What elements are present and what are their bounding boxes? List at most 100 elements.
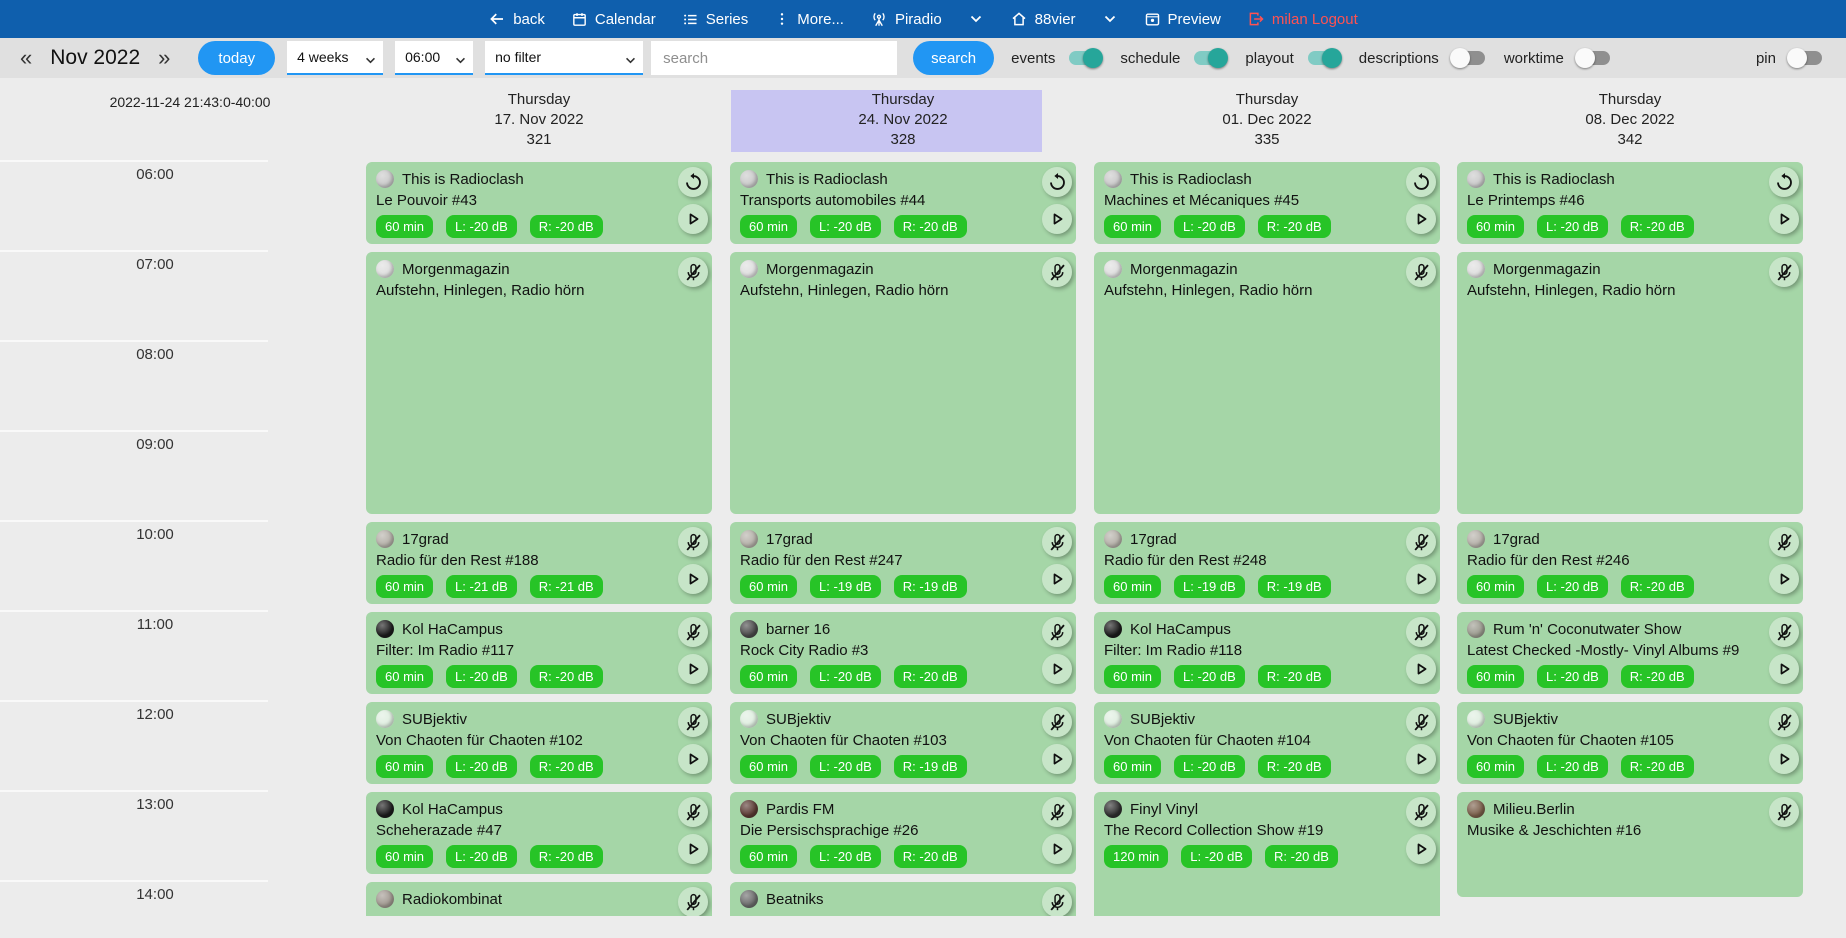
event-card[interactable]: Milieu.Berlin Musike & Jeschichten #16 (1457, 792, 1803, 897)
event-card[interactable]: 17grad Radio für den Rest #247 60 min L: … (730, 522, 1076, 604)
filter-select[interactable]: no filter (485, 41, 644, 73)
mic-off-button[interactable] (1406, 707, 1436, 737)
play-button[interactable] (1769, 204, 1799, 234)
worktime-toggle[interactable] (1574, 48, 1612, 68)
event-card[interactable]: Pardis FM Die Persischsprachige #26 60 m… (730, 792, 1076, 874)
event-card[interactable]: Kol HaCampus Filter: Im Radio #118 60 mi… (1094, 612, 1440, 694)
event-card[interactable]: Morgenmagazin Aufstehn, Hinlegen, Radio … (1457, 252, 1803, 514)
replay-button[interactable] (1769, 167, 1799, 197)
event-card[interactable]: Morgenmagazin Aufstehn, Hinlegen, Radio … (1094, 252, 1440, 514)
play-button[interactable] (1406, 654, 1436, 684)
mic-off-button[interactable] (678, 887, 708, 916)
search-input[interactable] (651, 41, 898, 75)
event-card[interactable]: Kol HaCampus Filter: Im Radio #117 60 mi… (366, 612, 712, 694)
play-button[interactable] (678, 834, 708, 864)
mic-off-button[interactable] (678, 527, 708, 557)
pin-toggle[interactable] (1787, 48, 1824, 68)
prev-period-button[interactable]: « (14, 47, 38, 69)
mic-off-button[interactable] (1042, 257, 1072, 287)
event-card[interactable]: SUBjektiv Von Chaoten für Chaoten #102 6… (366, 702, 712, 784)
day-header[interactable]: Thursday 01. Dec 2022 335 (1094, 90, 1440, 150)
play-button[interactable] (1406, 744, 1436, 774)
mic-off-button[interactable] (1769, 527, 1799, 557)
play-button[interactable] (1769, 654, 1799, 684)
mic-off-button[interactable] (1769, 617, 1799, 647)
mic-off-button[interactable] (1042, 707, 1072, 737)
station-piradio-button[interactable]: Piradio (870, 10, 942, 28)
event-card[interactable]: SUBjektiv Von Chaoten für Chaoten #103 6… (730, 702, 1076, 784)
play-button[interactable] (1042, 834, 1072, 864)
mic-off-button[interactable] (678, 617, 708, 647)
mic-off-button[interactable] (1406, 257, 1436, 287)
today-button[interactable]: today (198, 41, 276, 75)
next-period-button[interactable]: » (152, 47, 176, 69)
preview-button[interactable]: Preview (1144, 11, 1221, 28)
event-card[interactable]: This is Radioclash Le Pouvoir #43 60 min… (366, 162, 712, 244)
event-card[interactable]: Radiokombinat (366, 882, 712, 916)
search-button[interactable]: search (913, 41, 995, 75)
play-button[interactable] (678, 564, 708, 594)
event-card[interactable]: SUBjektiv Von Chaoten für Chaoten #105 6… (1457, 702, 1803, 784)
mic-off-button[interactable] (1042, 887, 1072, 916)
event-card[interactable]: This is Radioclash Transports automobile… (730, 162, 1076, 244)
descriptions-toggle[interactable] (1449, 48, 1487, 68)
replay-button[interactable] (678, 167, 708, 197)
play-button[interactable] (678, 654, 708, 684)
back-button[interactable]: back (488, 10, 545, 28)
play-button[interactable] (678, 744, 708, 774)
events-toggle[interactable] (1066, 48, 1104, 68)
play-button[interactable] (1042, 654, 1072, 684)
replay-button[interactable] (1406, 167, 1436, 197)
mic-off-button[interactable] (678, 257, 708, 287)
calendar-nav-button[interactable]: Calendar (571, 11, 656, 28)
play-button[interactable] (678, 204, 708, 234)
event-card[interactable]: SUBjektiv Von Chaoten für Chaoten #104 6… (1094, 702, 1440, 784)
play-button[interactable] (1042, 204, 1072, 234)
play-button[interactable] (1042, 564, 1072, 594)
piradio-dropdown-caret[interactable] (970, 15, 982, 23)
event-card[interactable]: Finyl Vinyl The Record Collection Show #… (1094, 792, 1440, 916)
series-nav-button[interactable]: Series (682, 11, 748, 28)
range-select[interactable]: 4 weeks (287, 41, 384, 73)
play-button[interactable] (1769, 564, 1799, 594)
event-card[interactable]: 17grad Radio für den Rest #188 60 min L: … (366, 522, 712, 604)
day-header[interactable]: Thursday 17. Nov 2022 321 (366, 90, 712, 150)
schedule-toggle[interactable] (1191, 48, 1229, 68)
play-button[interactable] (1406, 204, 1436, 234)
more-menu-button[interactable]: More... (774, 11, 844, 28)
day-header[interactable]: Thursday 08. Dec 2022 342 (1457, 90, 1803, 150)
event-card[interactable]: Morgenmagazin Aufstehn, Hinlegen, Radio … (366, 252, 712, 514)
mic-off-button[interactable] (1769, 257, 1799, 287)
event-card[interactable]: 17grad Radio für den Rest #248 60 min L: … (1094, 522, 1440, 604)
mic-off-icon (1047, 802, 1068, 823)
event-card[interactable]: Beatniks (730, 882, 1076, 916)
mic-off-button[interactable] (1042, 797, 1072, 827)
replay-button[interactable] (1042, 167, 1072, 197)
event-card[interactable]: Rum 'n' Coconutwater Show Latest Checked… (1457, 612, 1803, 694)
mic-off-button[interactable] (1042, 617, 1072, 647)
play-button[interactable] (1042, 744, 1072, 774)
mic-off-button[interactable] (1406, 527, 1436, 557)
mic-off-button[interactable] (1406, 617, 1436, 647)
event-card[interactable]: barner 16 Rock City Radio #3 60 min L: -2… (730, 612, 1076, 694)
mic-off-button[interactable] (1769, 797, 1799, 827)
start-time-select[interactable]: 06:00 (395, 41, 474, 73)
play-button[interactable] (1406, 564, 1436, 594)
mic-off-button[interactable] (1042, 527, 1072, 557)
playout-toggle[interactable] (1305, 48, 1342, 68)
mic-off-button[interactable] (1406, 797, 1436, 827)
play-button[interactable] (1769, 744, 1799, 774)
event-card[interactable]: Morgenmagazin Aufstehn, Hinlegen, Radio … (730, 252, 1076, 514)
mic-off-button[interactable] (1769, 707, 1799, 737)
event-card[interactable]: Kol HaCampus Scheherazade #47 60 min L: -… (366, 792, 712, 874)
mic-off-button[interactable] (678, 707, 708, 737)
station-88vier-button[interactable]: 88vier (1010, 10, 1076, 28)
mic-off-button[interactable] (678, 797, 708, 827)
88vier-dropdown-caret[interactable] (1104, 15, 1116, 23)
event-card[interactable]: This is Radioclash Machines et Mécanique… (1094, 162, 1440, 244)
event-card[interactable]: This is Radioclash Le Printemps #46 60 m… (1457, 162, 1803, 244)
day-header[interactable]: Thursday 24. Nov 2022 328 (730, 90, 1076, 150)
event-card[interactable]: 17grad Radio für den Rest #246 60 min L: … (1457, 522, 1803, 604)
logout-button[interactable]: milan Logout (1247, 10, 1358, 28)
play-button[interactable] (1406, 834, 1436, 864)
